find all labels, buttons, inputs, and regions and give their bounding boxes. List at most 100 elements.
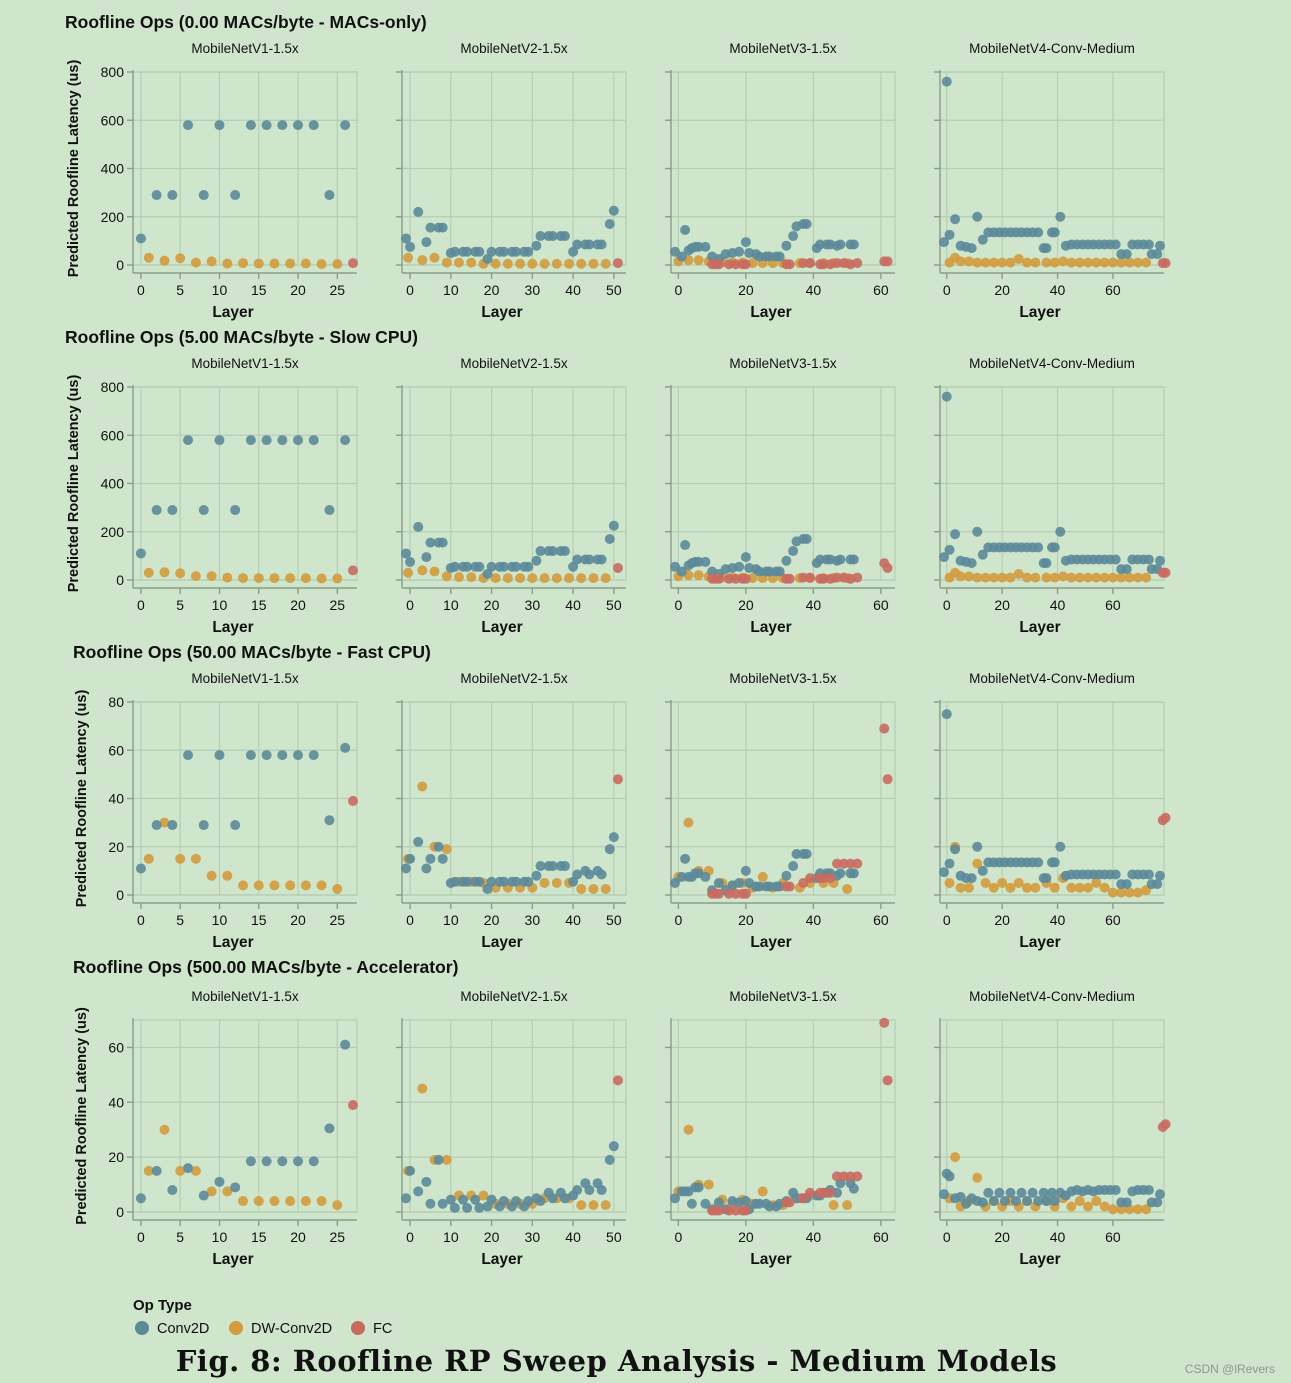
dwconv-point: [441, 1154, 452, 1165]
conv2d-point: [788, 861, 799, 872]
conv2d-point: [486, 876, 497, 887]
x-tick-label: 20: [994, 282, 1010, 298]
dwconv-point: [950, 1152, 961, 1163]
conv2d-point: [1041, 243, 1052, 254]
dwconv-point: [564, 573, 575, 584]
dwconv-point: [269, 880, 280, 891]
conv2d-point: [680, 540, 691, 551]
dwconv-point: [300, 258, 311, 269]
conv2d-point: [1038, 1187, 1049, 1198]
dwconv-point: [564, 258, 575, 269]
conv2d-point: [293, 435, 304, 446]
conv2d-point: [983, 1187, 994, 1198]
x-tick-label: 40: [565, 1229, 581, 1245]
x-tick-label: 40: [806, 912, 822, 928]
panel-1: MobileNetV1-1.5x 0 20 40 60 0 5 10 15 20 25 Layer: [108, 989, 358, 1268]
panel-4: MobileNetV4-Conv-Medium 0 20 40 60 Layer: [934, 989, 1171, 1268]
conv2d-point: [183, 1163, 194, 1174]
conv2d-point: [700, 871, 711, 882]
conv2d-point: [135, 233, 146, 244]
x-tick-label: 5: [176, 1229, 184, 1245]
panel-title: MobileNetV1-1.5x: [191, 671, 299, 686]
fc-point: [852, 858, 863, 869]
conv2d-point: [324, 505, 335, 516]
dwconv-point: [1049, 882, 1060, 893]
dwconv-point: [1074, 257, 1085, 268]
dwconv-point: [417, 1083, 428, 1094]
dwconv-point: [963, 882, 974, 893]
conv2d-point: [939, 1189, 949, 1200]
dwconv-point: [1107, 257, 1118, 268]
dwconv-point: [683, 1124, 694, 1135]
conv2d-point: [462, 1202, 473, 1213]
y-tick-label: 400: [101, 476, 125, 492]
dwconv-point: [1083, 1201, 1093, 1212]
x-tick-label: 0: [137, 912, 145, 928]
x-tick-label: 0: [943, 912, 951, 928]
dwconv-point: [1005, 882, 1016, 893]
conv2d-point: [999, 1196, 1010, 1207]
dwconv-point: [159, 255, 170, 266]
panel-frame: [401, 1019, 627, 1213]
conv2d-point: [700, 556, 711, 567]
conv2d-point: [245, 435, 256, 446]
conv2d-point: [183, 750, 194, 761]
fc-point: [348, 1100, 358, 1111]
dwconv-point: [332, 883, 343, 894]
conv2d-point: [340, 120, 351, 131]
dwconv-point: [1005, 572, 1016, 583]
conv2d-point: [781, 240, 792, 251]
conv2d-point: [972, 526, 983, 537]
fc-point: [882, 562, 893, 573]
conv2d-point: [445, 1194, 456, 1205]
conv2d-point: [151, 1165, 162, 1176]
conv2d-point: [596, 554, 607, 565]
dwconv-point: [159, 567, 170, 578]
dwconv-point: [1066, 572, 1077, 583]
dwconv-point: [539, 877, 550, 888]
conv2d-point: [608, 832, 619, 843]
dwconv-point: [159, 817, 170, 828]
conv2d-point: [670, 877, 680, 888]
x-tick-label: 25: [330, 282, 346, 298]
conv2d-point: [1049, 542, 1060, 553]
dwconv-point: [515, 573, 526, 584]
dwconv-point: [551, 877, 562, 888]
y-tick-label: 20: [108, 839, 124, 855]
conv2d-point: [261, 435, 272, 446]
dwconv-point: [190, 1165, 201, 1176]
conv2d-point: [547, 861, 558, 872]
dwconv-point: [1013, 253, 1024, 264]
conv2d-point: [413, 836, 424, 847]
conv2d-point: [413, 521, 424, 532]
dwconv-point: [1013, 877, 1024, 888]
dwconv-point: [997, 257, 1008, 268]
x-tick-label: 20: [738, 1229, 754, 1245]
dwconv-point: [429, 566, 440, 577]
x-tick-label: 40: [806, 282, 822, 298]
conv2d-point: [977, 1197, 988, 1208]
conv2d-point: [734, 561, 745, 572]
x-tick-label: 40: [806, 597, 822, 613]
conv2d-point: [308, 435, 319, 446]
dwconv-point: [693, 255, 704, 266]
fc-point: [805, 1187, 815, 1198]
fc-point: [825, 1187, 836, 1198]
dwconv-point: [143, 1165, 154, 1176]
conv2d-point: [135, 1193, 146, 1204]
conv2d-point: [955, 1191, 966, 1202]
conv2d-point: [405, 853, 416, 864]
dwconv-point: [1107, 887, 1118, 898]
x-tick-label: 5: [176, 597, 184, 613]
conv2d-point: [977, 549, 988, 560]
conv2d-point: [245, 750, 256, 761]
panel-2: MobileNetV2-1.5x 0 10 20 30 40 50 Layer: [396, 356, 627, 636]
panel-title: MobileNetV4-Conv-Medium: [969, 41, 1135, 56]
chart-row-2: Roofline Ops (5.00 MACs/byte - Slow CPU)…: [65, 327, 1171, 636]
chart-title: Roofline Ops (5.00 MACs/byte - Slow CPU): [65, 327, 418, 347]
conv2d-point: [340, 742, 351, 753]
y-tick-label: 600: [101, 427, 125, 443]
conv2d-point: [523, 876, 534, 887]
conv2d-point: [1143, 1185, 1154, 1196]
conv2d-point: [308, 1156, 319, 1167]
